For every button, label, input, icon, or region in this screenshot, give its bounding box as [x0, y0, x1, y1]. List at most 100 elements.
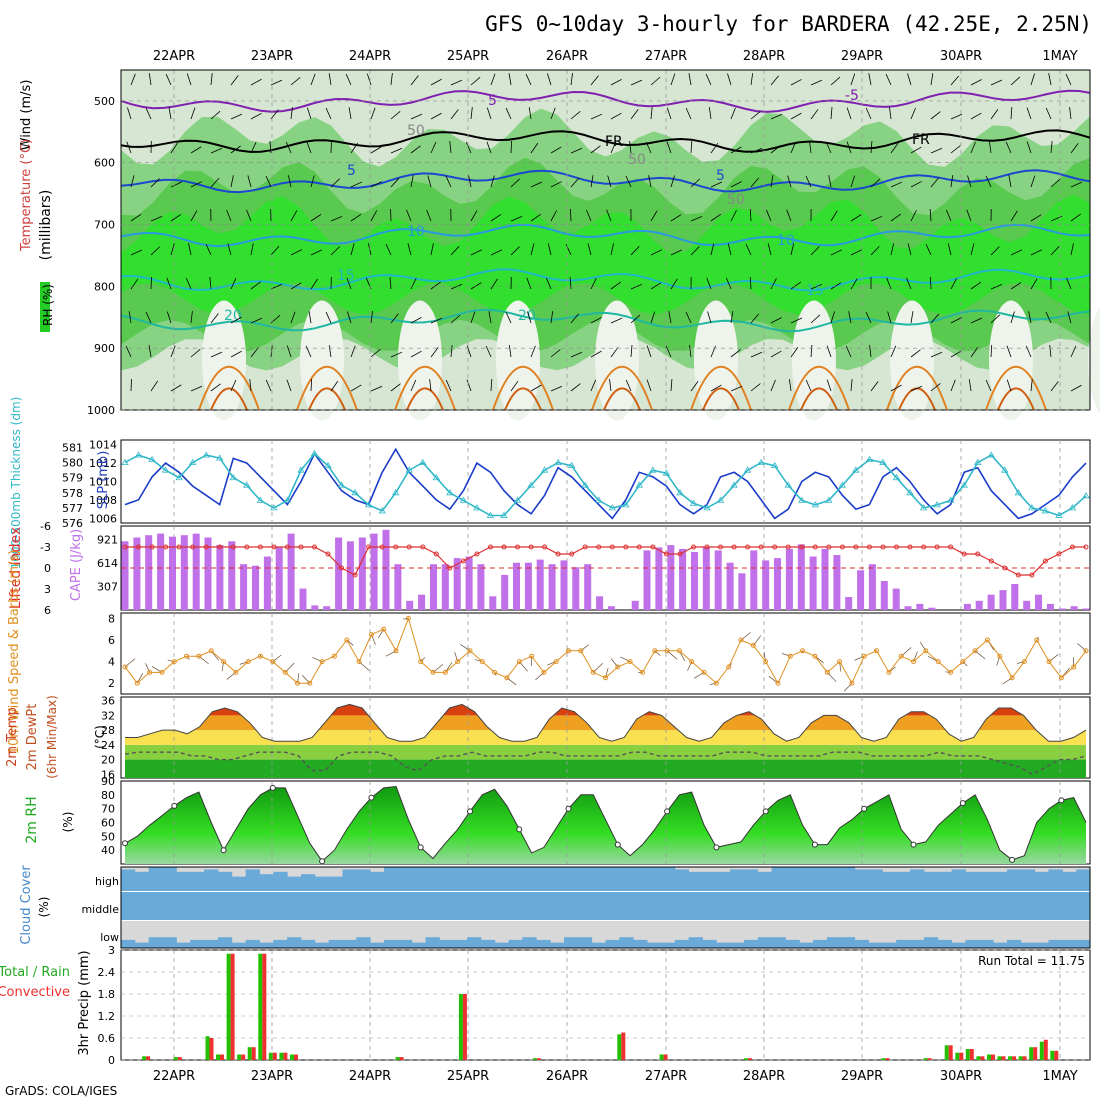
cloud-high-bar: [314, 876, 330, 891]
wind-barb: [609, 379, 612, 392]
wind-barb: [666, 141, 672, 154]
thickness-slp-frame: [120, 439, 1091, 524]
wind-barb: [790, 112, 802, 120]
thickness-marker: [446, 489, 454, 496]
wind-barb: [890, 345, 897, 358]
wind-barb: [910, 146, 922, 154]
wind-barb: [750, 351, 763, 358]
bottom-date-label: 27APR: [645, 1069, 687, 1084]
wind-barb: [550, 385, 563, 392]
wind-barb: [410, 175, 414, 188]
cape-bar: [323, 606, 331, 610]
wind-barb: [308, 311, 312, 324]
cloud-low-bar: [951, 942, 966, 948]
wind-speed-point: [615, 664, 621, 670]
cape-bar: [1035, 594, 1042, 610]
temp-band: [125, 715, 1086, 731]
wind-speed-point: [307, 680, 313, 686]
wind-barb: [590, 350, 602, 358]
bottom-date-label: 23APR: [251, 1069, 293, 1084]
cape-bar: [868, 564, 876, 610]
wind-barb: [670, 278, 678, 290]
thickness-tick: 578: [62, 487, 83, 500]
cloud-middle-bar: [840, 892, 856, 920]
wind-barb: [328, 73, 332, 86]
wind-barb: [250, 141, 257, 154]
cloud-low-bar: [813, 939, 828, 948]
cloud-low-bar: [480, 939, 496, 948]
surface-isotherm-25: [788, 365, 850, 411]
cloud-low-bar: [647, 942, 662, 948]
wind-speed-point: [258, 653, 263, 659]
wind-speed-point: [948, 669, 953, 675]
cape-bar: [145, 535, 153, 610]
lifted-index-point: [812, 544, 818, 550]
thickness-marker: [567, 461, 576, 469]
cloud-high-bar: [121, 869, 136, 891]
cape-bar: [584, 564, 592, 610]
cloud-low-bar: [134, 942, 150, 948]
cloud-low-bar: [1020, 942, 1036, 948]
precip-convective-bar: [980, 1056, 985, 1060]
rh-point: [713, 844, 720, 851]
wind-barb: [828, 175, 832, 188]
cloud-high-bar: [494, 867, 510, 891]
cloud-high-bar: [882, 871, 897, 891]
lifted-index-point: [785, 544, 791, 550]
cloud-middle-bar: [688, 892, 703, 920]
thickness-marker: [554, 458, 562, 466]
cloud-low-bar: [743, 939, 759, 948]
wind-speed-point: [1083, 648, 1089, 654]
cloud-middle-bar: [702, 892, 717, 920]
wind-barb: [590, 145, 601, 154]
lifted-index-point: [488, 544, 493, 550]
wind-barb: [690, 381, 699, 392]
wind-barb: [710, 181, 723, 188]
wind-barb: [190, 107, 196, 120]
wind-barb: [530, 384, 542, 392]
wind-barb: [505, 107, 512, 120]
precip-convective-bar: [948, 1045, 953, 1060]
lifted-tick: 6: [44, 604, 51, 617]
wind-barb: [486, 107, 492, 120]
wind-speed-point: [356, 659, 362, 665]
wind-speed-point: [590, 669, 596, 675]
wind-barb: [870, 381, 879, 392]
cloud-high-bar: [204, 869, 219, 891]
cape-bar: [999, 590, 1007, 610]
precip-total-bar: [532, 1058, 537, 1060]
wind-barb: [1070, 181, 1083, 188]
temp-band: [125, 704, 1086, 716]
wind-barb: [970, 79, 982, 86]
lifted-index-point: [961, 551, 967, 557]
wind-speed-point: [319, 659, 325, 665]
cloud-high-bar: [425, 867, 440, 891]
lifted-index-point: [406, 544, 412, 550]
rh-tick: 50: [101, 830, 115, 843]
wind-barb: [730, 107, 736, 120]
wind-barb: [210, 147, 223, 154]
wind-barb: [950, 350, 962, 358]
wind-barb: [970, 317, 983, 324]
wind-barb: [485, 345, 492, 358]
wind-barb: [690, 178, 701, 188]
wind-barb: [390, 177, 400, 188]
cloud-middle-bar: [550, 892, 565, 920]
cape-bar: [1023, 600, 1031, 610]
cape-bar: [346, 541, 354, 610]
wind-barb: [830, 311, 835, 324]
wind-barb: [685, 311, 692, 324]
legend-wind: Wind (m/s): [19, 80, 34, 151]
bottom-date-label: 1MAY: [1042, 1069, 1077, 1084]
rh-dry-patch: [792, 300, 836, 421]
cape-bar: [287, 533, 295, 610]
wind-barb: [570, 208, 572, 222]
wind-barb: [1070, 213, 1081, 222]
wind-speed-point: [627, 659, 633, 665]
wind-barb: [650, 210, 658, 222]
wind-barb: [210, 313, 219, 324]
wind-barb: [490, 73, 496, 86]
wind-barb: [430, 141, 437, 154]
wind-barb: [1006, 345, 1012, 358]
wind-barb: [1010, 210, 1018, 222]
